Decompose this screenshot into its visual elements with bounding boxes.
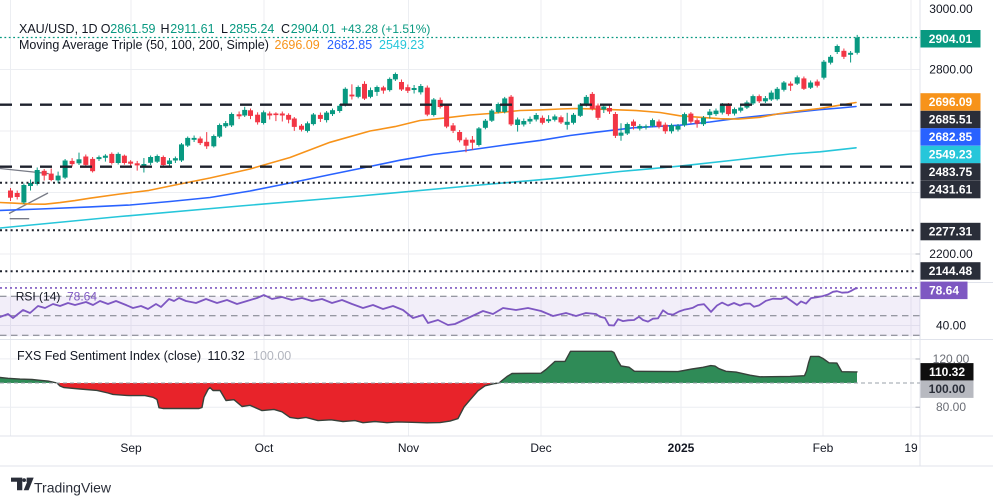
svg-text:19: 19: [904, 441, 918, 455]
svg-text:100.00: 100.00: [929, 382, 966, 396]
svg-text:110.32: 110.32: [208, 349, 245, 363]
svg-text:3000.00: 3000.00: [929, 2, 973, 16]
svg-text:2549.23: 2549.23: [379, 38, 424, 52]
svg-text:40.00: 40.00: [936, 319, 966, 333]
svg-text:2696.09: 2696.09: [929, 95, 973, 109]
svg-text:2685.51: 2685.51: [929, 113, 973, 127]
svg-text:2025: 2025: [668, 441, 695, 455]
svg-text:XAU/USD, 1D: XAU/USD, 1D: [19, 22, 98, 36]
svg-text:H: H: [161, 22, 170, 36]
svg-text:2904.01: 2904.01: [291, 22, 336, 36]
svg-text:2682.85: 2682.85: [327, 38, 372, 52]
svg-text:2483.75: 2483.75: [929, 165, 973, 179]
svg-text:120.00: 120.00: [933, 352, 970, 366]
svg-text:78.64: 78.64: [67, 290, 97, 304]
svg-text:80.00: 80.00: [936, 400, 966, 414]
svg-text:100.00: 100.00: [253, 349, 291, 363]
svg-text:Sep: Sep: [120, 441, 142, 455]
svg-text:2861.59: 2861.59: [110, 22, 155, 36]
svg-text:2904.01: 2904.01: [929, 32, 973, 46]
svg-text:2911.61: 2911.61: [170, 22, 214, 36]
svg-text:2431.61: 2431.61: [929, 183, 973, 197]
svg-text:110.32: 110.32: [929, 365, 965, 379]
svg-text:2682.85: 2682.85: [929, 130, 973, 144]
svg-text:2277.31: 2277.31: [929, 225, 973, 239]
svg-text:FXS Fed Sentiment Index (close: FXS Fed Sentiment Index (close): [17, 349, 201, 363]
svg-text:2800.00: 2800.00: [929, 63, 973, 77]
svg-text:RSI (14): RSI (14): [16, 290, 61, 304]
svg-text:O: O: [101, 22, 111, 36]
svg-text:2144.48: 2144.48: [929, 264, 973, 278]
svg-text:2696.09: 2696.09: [275, 38, 320, 52]
svg-text:Moving Average Triple (50, 100: Moving Average Triple (50, 100, 200, Sim…: [19, 38, 269, 52]
svg-text:Feb: Feb: [813, 441, 834, 455]
svg-text:78.64: 78.64: [929, 283, 959, 297]
svg-text:2549.23: 2549.23: [929, 148, 973, 162]
svg-text:L: L: [221, 22, 228, 36]
svg-text:2855.24: 2855.24: [229, 22, 274, 36]
svg-text:Dec: Dec: [530, 441, 551, 455]
svg-text:2200.00: 2200.00: [929, 247, 973, 261]
svg-text:+43.28 (+1.51%): +43.28 (+1.51%): [341, 22, 430, 36]
svg-text:Oct: Oct: [255, 441, 274, 455]
svg-text:TradingView: TradingView: [34, 479, 112, 495]
svg-text:Nov: Nov: [398, 441, 419, 455]
svg-text:C: C: [281, 22, 290, 36]
